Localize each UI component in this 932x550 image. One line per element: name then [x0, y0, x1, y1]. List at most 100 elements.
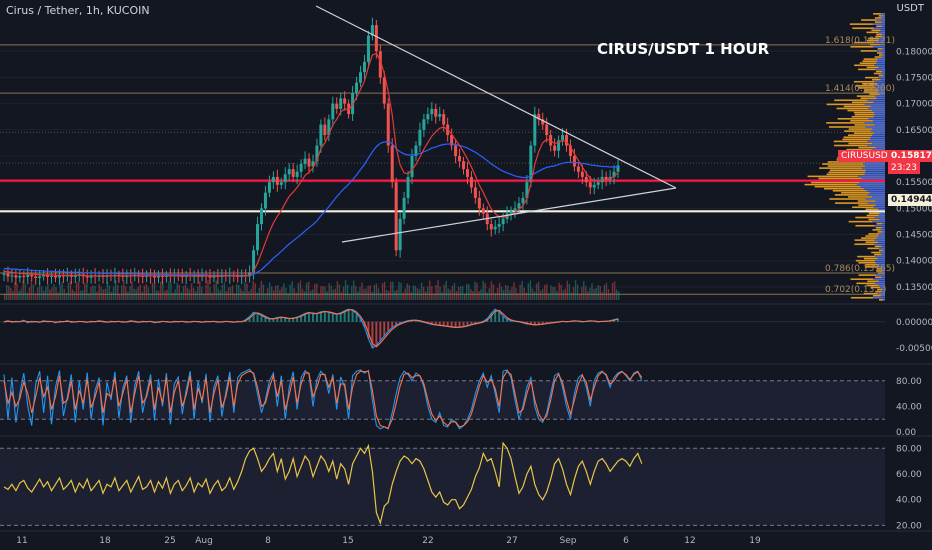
- macd-histogram-bar: [335, 314, 338, 322]
- candle-body: [38, 276, 42, 279]
- volume-bar: [55, 287, 57, 300]
- volume-bar: [539, 290, 542, 300]
- candle-body: [287, 169, 291, 175]
- candle-body: [359, 72, 363, 83]
- volume-profile-bar: [853, 80, 885, 83]
- volume-profile-bar: [877, 91, 885, 93]
- x-axis-label: 6: [623, 536, 629, 546]
- candle-body: [327, 119, 331, 136]
- volume-bar: [474, 281, 476, 300]
- volume-profile-bar: [881, 25, 885, 27]
- volume-bar: [437, 280, 439, 300]
- candle-body: [303, 158, 307, 164]
- volume-profile-bar: [811, 181, 885, 184]
- volume-profile-bar: [814, 185, 885, 188]
- symbol-tag: CIRUSUSDT: [838, 150, 897, 162]
- volume-bar: [166, 289, 168, 300]
- volume-profile-bar: [875, 227, 885, 229]
- volume-profile-bar: [876, 25, 885, 27]
- candle-body: [347, 103, 351, 115]
- volume-profile-bar: [874, 124, 885, 126]
- volume-bar: [314, 284, 316, 300]
- volume-profile-bar: [874, 259, 885, 262]
- candle-body: [2, 273, 6, 275]
- volume-bar: [369, 285, 371, 300]
- volume-profile-bar: [863, 187, 885, 190]
- volume-bar: [472, 290, 474, 300]
- volume-bar: [388, 290, 390, 300]
- volume-bar: [236, 284, 238, 300]
- volume-bar: [607, 289, 610, 300]
- volume-profile-bar: [875, 146, 885, 149]
- volume-bar: [361, 282, 363, 300]
- candle-body: [414, 145, 418, 156]
- volume-bar: [225, 291, 228, 300]
- volume-profile-bar: [865, 264, 885, 266]
- volume-bar: [480, 289, 482, 300]
- volume-bar: [445, 280, 447, 300]
- candle-body: [596, 182, 600, 185]
- volume-bar: [363, 288, 365, 300]
- volume-bar: [96, 291, 98, 300]
- volume-bar: [92, 285, 94, 300]
- volume-bar: [192, 287, 195, 300]
- volume-bar: [492, 284, 495, 300]
- volume-bar: [104, 288, 107, 300]
- volume-bar: [505, 285, 507, 300]
- volume-profile-bar: [876, 62, 885, 65]
- volume-bar: [79, 290, 82, 300]
- volume-profile-bar: [822, 163, 885, 165]
- volume-bar: [291, 281, 293, 300]
- macd-histogram-bar: [280, 317, 283, 322]
- macd-histogram-bar: [272, 318, 275, 322]
- macd-pane: [0, 308, 885, 349]
- volume-profile-bar: [867, 194, 885, 196]
- volume-profile-bar: [880, 13, 885, 15]
- candle-body: [343, 98, 347, 104]
- volume-profile-bar: [871, 148, 885, 151]
- macd-histogram-bar: [529, 321, 532, 325]
- volume-profile-bar: [874, 85, 885, 87]
- volume-bar: [94, 286, 96, 300]
- fib-label: 0.786(0.13765): [825, 264, 895, 274]
- candle-body: [493, 226, 497, 230]
- volume-profile-bar: [874, 17, 885, 19]
- volume-profile-bar: [872, 120, 885, 122]
- volume-bar: [613, 281, 616, 300]
- volume-bar: [297, 283, 300, 300]
- volume-profile-bar: [877, 48, 885, 50]
- volume-bar: [164, 290, 166, 300]
- volume-profile-bar: [863, 292, 885, 295]
- volume-profile-bar: [853, 111, 885, 114]
- volume-bar: [533, 291, 536, 300]
- volume-bar: [381, 282, 384, 300]
- volume-profile-bar: [876, 270, 885, 272]
- volume-profile-bar: [881, 21, 885, 23]
- price-axis-label: 0.18000: [896, 47, 932, 57]
- candle-body: [394, 182, 398, 251]
- volume-bar: [229, 286, 232, 300]
- volume-bar: [158, 290, 160, 300]
- volume-bar: [424, 291, 427, 300]
- volume-profile-bar: [857, 87, 885, 89]
- volume-profile-bar: [876, 237, 885, 239]
- x-axis-label: Sep: [560, 536, 577, 546]
- macd-histogram-bar: [363, 321, 366, 328]
- volume-profile-bar: [859, 62, 885, 65]
- macd-histogram-bar: [541, 321, 544, 324]
- volume-profile-bar: [833, 140, 885, 143]
- volume-bar: [585, 286, 587, 300]
- candle-body: [390, 145, 394, 183]
- volume-profile-bar: [874, 21, 885, 23]
- volume-profile-bar: [878, 264, 885, 266]
- volume-bar: [353, 280, 355, 300]
- x-axis-label: 8: [265, 536, 271, 546]
- volume-profile-bar: [880, 251, 885, 254]
- macd-histogram-bar: [323, 311, 326, 322]
- volume-bar: [82, 289, 84, 300]
- rsi-axis-label: 20.00: [896, 521, 922, 531]
- x-axis-label: 22: [422, 536, 433, 546]
- volume-profile-bar: [878, 241, 885, 243]
- volume-bar: [28, 287, 31, 300]
- volume-bar: [16, 284, 18, 300]
